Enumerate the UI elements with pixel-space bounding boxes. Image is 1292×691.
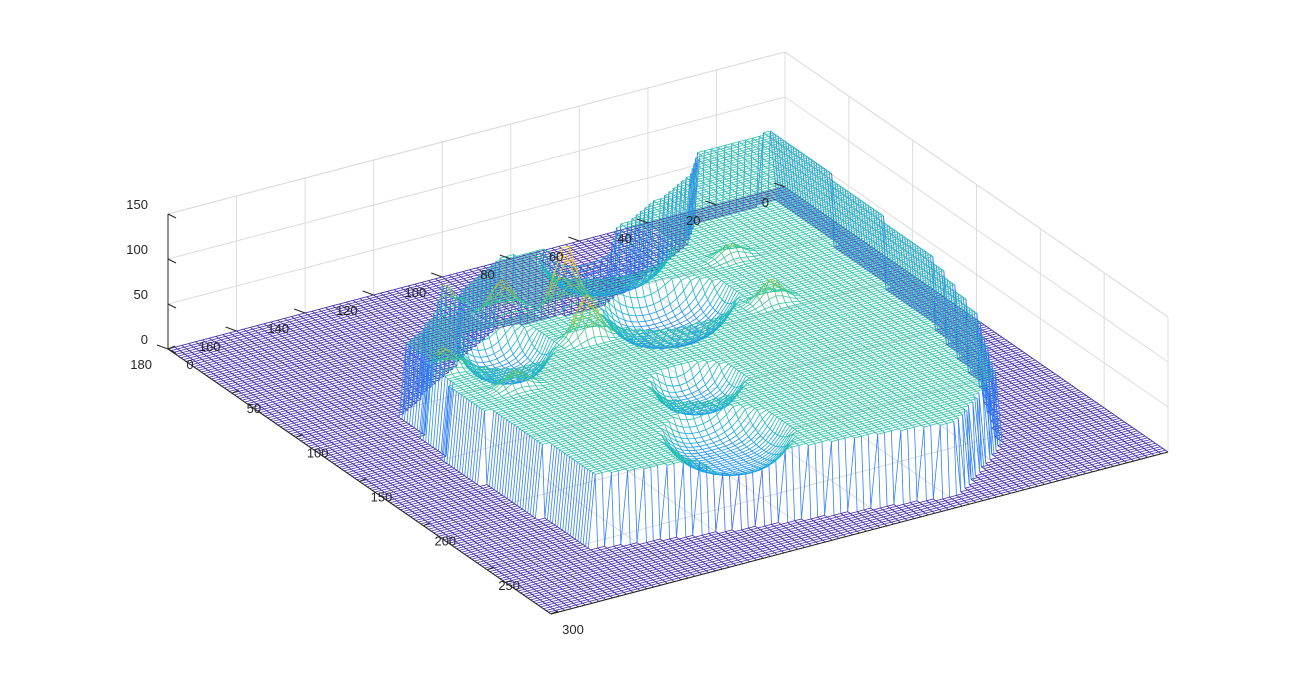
surface-mesh xyxy=(167,130,1169,615)
z-wall-grid-line xyxy=(784,51,1169,318)
mesh-segment-x xyxy=(721,252,725,258)
mesh-segment-x xyxy=(718,250,722,254)
mesh-segment-x xyxy=(735,263,739,267)
mesh-segment-x xyxy=(768,299,772,307)
mesh-segment-x xyxy=(753,256,757,260)
z-wall-grid-line xyxy=(784,96,1169,363)
z-wall-grid-line xyxy=(167,141,786,305)
mesh-segment-x xyxy=(749,138,753,209)
mesh-segment-x xyxy=(930,425,934,500)
mesh-segment-x xyxy=(742,261,746,265)
mesh-segment-x xyxy=(735,141,739,213)
mesh-segment-x xyxy=(728,143,733,214)
mesh-segment-x xyxy=(782,295,786,303)
mesh-segment-x xyxy=(708,148,712,220)
z-wall-grid-line xyxy=(784,141,1169,408)
mesh-segment-x xyxy=(719,265,723,269)
mesh-segment-x xyxy=(711,257,715,260)
mesh-segment-x xyxy=(775,295,779,304)
mesh-segment-x xyxy=(714,259,718,263)
mesh-segment-x xyxy=(756,136,760,207)
mesh-segment-x xyxy=(939,425,944,500)
mesh-segment-x xyxy=(764,308,768,313)
z-wall-grid-line xyxy=(167,51,786,215)
mesh-segment-x xyxy=(701,150,705,222)
mesh-segment-x xyxy=(767,130,771,202)
mesh-segment-x xyxy=(730,252,734,260)
mesh-segment-x xyxy=(946,423,950,498)
mesh-segment-x xyxy=(778,303,782,309)
mesh-segment-x xyxy=(784,302,789,308)
z-wall-grid-line xyxy=(167,96,786,260)
mesh-segment-x xyxy=(737,251,741,258)
mesh-segment-x xyxy=(716,262,721,266)
mesh-segment-x xyxy=(722,145,726,216)
mesh-segment-x xyxy=(715,147,719,218)
mesh-segment-x xyxy=(791,301,796,306)
mesh-segment-x xyxy=(760,132,764,204)
mesh-segment-x xyxy=(742,139,746,211)
mesh-segment-x xyxy=(761,304,766,310)
mesh-segment-x xyxy=(796,298,800,302)
mesh-segment-x xyxy=(723,257,727,263)
